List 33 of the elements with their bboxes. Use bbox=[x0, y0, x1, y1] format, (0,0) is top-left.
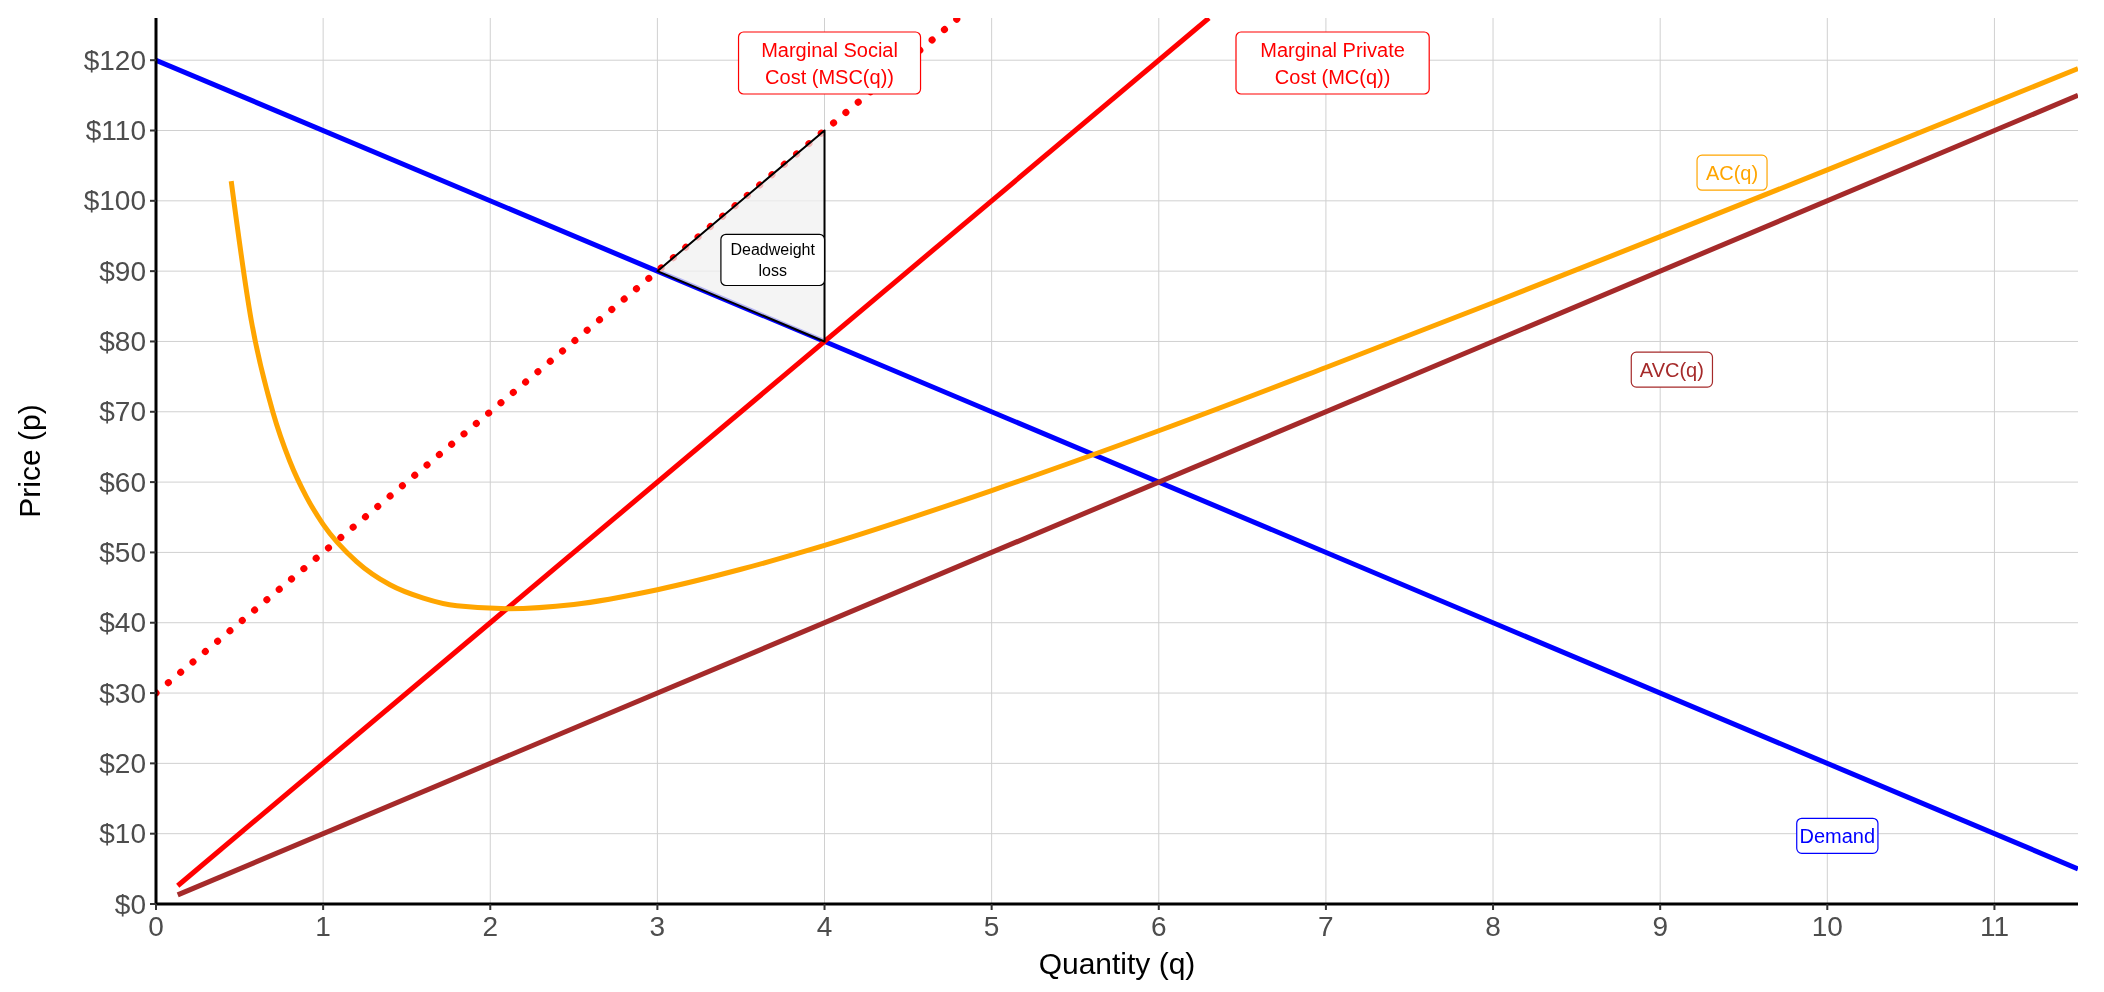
y-tick-label: $80 bbox=[99, 325, 146, 357]
y-tick-label: $110 bbox=[85, 115, 146, 147]
y-tick-label: $30 bbox=[99, 677, 146, 709]
text: Marginal Private Cost (MC(q)) bbox=[1260, 38, 1405, 88]
y-tick-label: $50 bbox=[99, 536, 146, 568]
x-tick-label: 10 bbox=[1811, 911, 1843, 942]
y-tick-label: $0 bbox=[114, 888, 146, 920]
x-tick-label: 1 bbox=[315, 911, 331, 942]
x-tick-label: 0 bbox=[148, 911, 164, 942]
y-tick-label: $90 bbox=[99, 255, 146, 287]
series-label: AC(q) bbox=[1705, 161, 1759, 184]
x-tick-label: 11 bbox=[1979, 911, 2009, 942]
x-tick-label: 8 bbox=[1485, 911, 1501, 942]
x-axis-title: Quantity (q) bbox=[1038, 947, 1196, 980]
y-axis-title: Price (p) bbox=[13, 404, 46, 518]
y-tick-label: $40 bbox=[99, 607, 146, 639]
series-label: Demand bbox=[1799, 824, 1876, 847]
x-tick-label: 2 bbox=[482, 911, 499, 942]
y-tick-label: $70 bbox=[99, 396, 146, 428]
text: AVC(q) bbox=[1639, 358, 1704, 381]
y-tick-label: $120 bbox=[83, 44, 146, 76]
y-tick-label: $60 bbox=[99, 466, 146, 498]
x-tick-label: 9 bbox=[1652, 911, 1668, 942]
x-tick-label: 3 bbox=[649, 911, 666, 942]
x-tick-label: 6 bbox=[1150, 911, 1167, 942]
y-tick-label: $100 bbox=[83, 185, 146, 217]
x-tick-label: 4 bbox=[816, 911, 833, 942]
x-tick-label: 7 bbox=[1318, 911, 1334, 942]
annotation: Deadweight loss bbox=[730, 240, 816, 280]
x-tick-label: 5 bbox=[983, 911, 1000, 942]
y-tick-label: $10 bbox=[99, 818, 146, 850]
y-tick-label: $20 bbox=[99, 747, 146, 779]
series-label: Marginal Social Cost (MSC(q)) bbox=[761, 38, 898, 88]
